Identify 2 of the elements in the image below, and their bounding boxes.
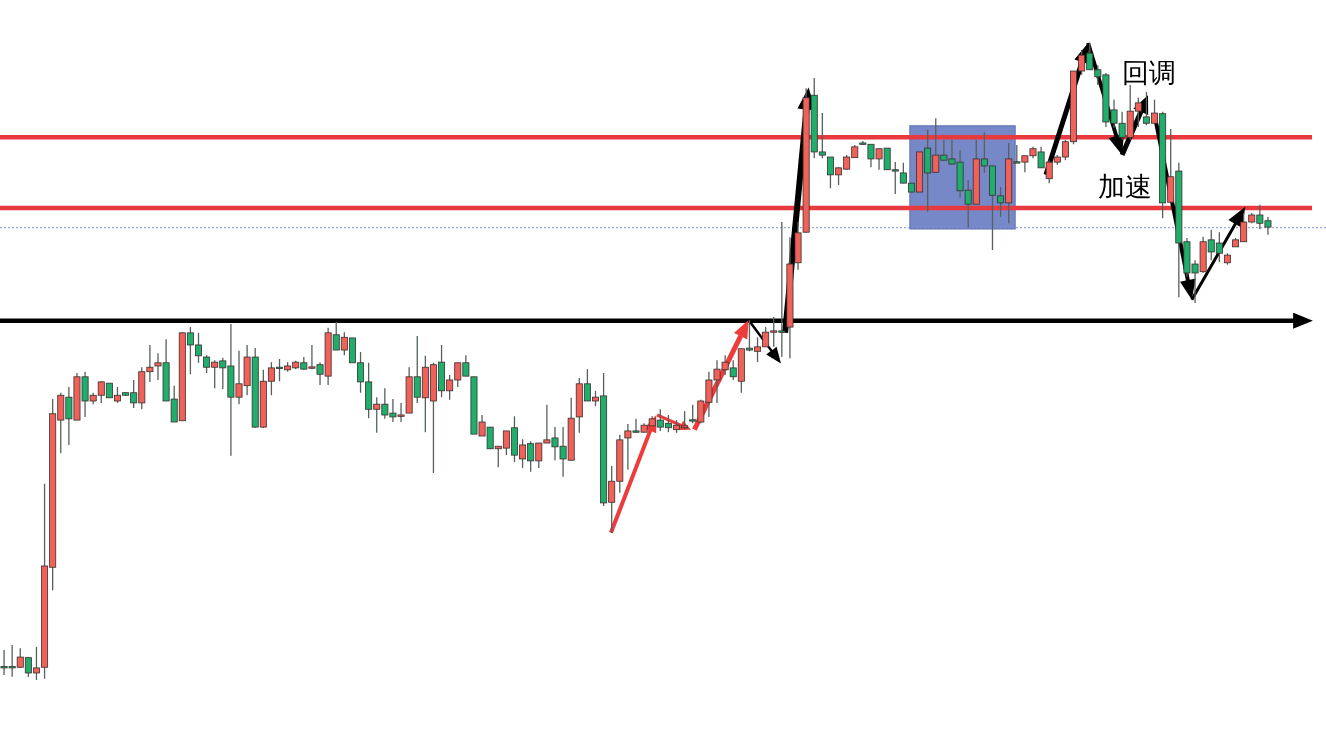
annotation: 回调 xyxy=(1122,57,1176,88)
annotation: 加速 xyxy=(1098,171,1152,202)
